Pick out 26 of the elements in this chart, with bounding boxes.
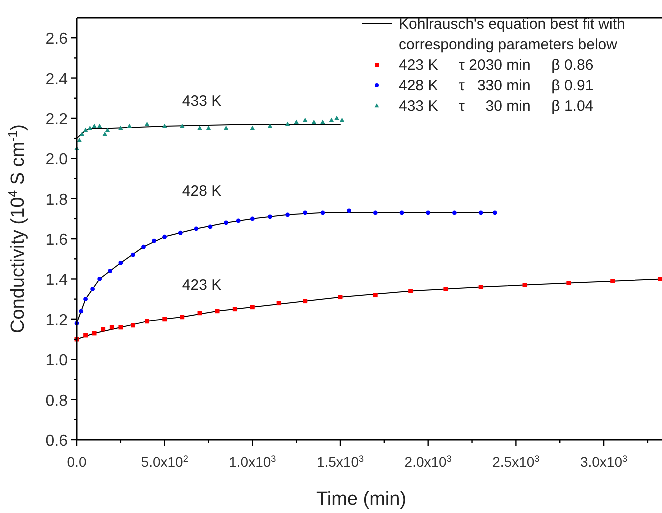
y-tick-label: 2.4 (46, 71, 68, 88)
y-tick-label: 2.6 (46, 31, 68, 48)
x-tick-label: 2.0x10$^{3}$ (404, 454, 452, 470)
y-tick-label: 1.4 (46, 272, 68, 290)
legend-label: Kohlrausch's equation best fit with corresponding parameters below (399, 16, 626, 54)
y-tick-label: 1.6 (46, 232, 68, 250)
x-tick-label: 3.0x10$^{3}$ (580, 454, 628, 470)
x-tick-label: 0.0 (67, 454, 87, 470)
x-tick-label: 5.0x10$^{2}$ (141, 454, 188, 470)
annotation: 433 K (182, 93, 222, 110)
legend-label: 423 K τ 2030 min β 0.86 (399, 57, 594, 74)
legend-label: 428 K τ 330 min β 0.91 (399, 78, 594, 94)
y-tick-label: 0.8 (46, 392, 68, 410)
y-tick-label: 2.0 (46, 152, 68, 169)
y-tick-label: 1.0 (46, 352, 68, 370)
annotation: 423 K (182, 277, 222, 294)
x-tick-label: 1.0x10$^{3}$ (229, 454, 276, 470)
x-tick-label: 1.5x10$^{3}$ (316, 454, 364, 470)
legend-label: 433 K τ 30 min β 1.04 (399, 98, 594, 115)
x-tick-label: 2.5x10$^{3}$ (492, 454, 540, 470)
annotation: 428 K (182, 183, 222, 200)
y-tick-label: 2.2 (46, 111, 68, 128)
y-tick-label: 1.8 (46, 192, 68, 209)
y-tick-label: 1.2 (46, 312, 68, 330)
y-tick-label: 0.6 (46, 433, 68, 450)
x-axis-title: Time (min) (316, 489, 407, 510)
